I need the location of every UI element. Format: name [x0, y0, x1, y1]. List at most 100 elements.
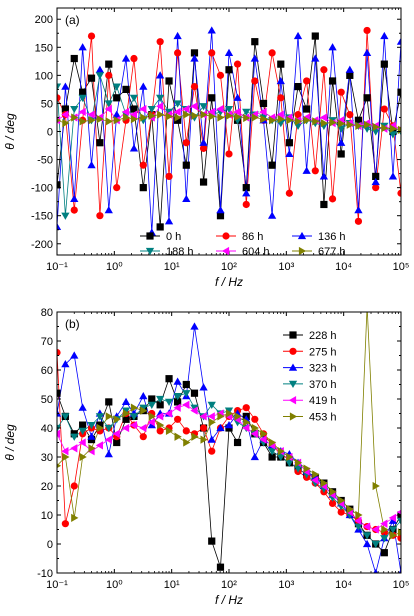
data-point-453h-33 [338, 496, 346, 505]
data-point-188h-0 [57, 83, 62, 91]
data-point-370h-35 [354, 523, 363, 531]
legend-label: 136 h [318, 231, 346, 243]
data-point-86h-37 [372, 184, 380, 192]
y-tick-label: 50 [41, 394, 53, 406]
data-point-453h-23 [251, 423, 259, 433]
data-point-323h-37 [373, 568, 379, 573]
data-point-136h-16 [190, 54, 199, 62]
data-point-453h-29 [303, 464, 311, 473]
data-point-677h-9 [130, 115, 139, 124]
data-point-453h-6 [105, 412, 113, 421]
data-point-370h-10 [139, 404, 148, 412]
data-point-228h-18 [208, 537, 216, 545]
data-point-0h-22 [242, 184, 250, 192]
data-point-0h-3 [79, 88, 87, 96]
legend-marker-419h [288, 396, 297, 405]
data-point-136h-14 [173, 31, 182, 40]
legend-marker-323h [288, 363, 298, 371]
series-line-323h [57, 326, 401, 573]
panel-a: -200 -150 -100 -50 0 50 100 150 200 10⁻¹ 10⁰ 10¹ 10²… [3, 7, 409, 289]
data-point-136h-25 [267, 211, 277, 219]
data-point-228h-21 [233, 438, 242, 447]
data-point-370h-13 [164, 398, 174, 407]
data-point-86h-19 [216, 71, 225, 79]
data-point-677h-4 [88, 116, 96, 125]
data-point-419h-30 [311, 476, 319, 485]
data-point-604h-8 [121, 107, 130, 116]
data-point-323h-36 [362, 539, 372, 548]
data-point-677h-28 [294, 117, 303, 126]
data-point-136h-26 [276, 76, 285, 85]
y-tick-label: -100 [31, 183, 53, 195]
data-point-677h-35 [355, 121, 363, 131]
data-point-677h-29 [303, 116, 311, 125]
data-point-677h-33 [338, 119, 346, 128]
y-axis-label: θ / deg [3, 113, 17, 150]
data-point-453h-7 [113, 415, 121, 424]
data-point-453h-26 [277, 447, 285, 456]
data-point-419h-5 [95, 441, 104, 450]
data-point-370h-38 [380, 535, 389, 543]
data-point-453h-3 [79, 452, 87, 462]
data-point-228h-3 [79, 421, 87, 429]
data-point-136h-0 [57, 222, 62, 231]
data-point-86h-23 [251, 77, 259, 85]
data-point-453h-27 [286, 452, 294, 462]
y-tick-label: 0 [47, 127, 53, 139]
data-point-136h-5 [95, 65, 105, 73]
data-point-453h-8 [122, 409, 131, 418]
data-point-677h-15 [183, 110, 191, 119]
data-point-604h-10 [139, 104, 147, 114]
data-point-419h-40 [396, 509, 401, 515]
legend-label: 0 h [166, 231, 181, 243]
data-point-677h-24 [260, 115, 268, 124]
data-point-419h-11 [147, 418, 155, 427]
legend-label: 677 h [318, 246, 346, 258]
data-point-323h-2 [70, 351, 79, 359]
data-point-370h-18 [207, 401, 216, 409]
data-point-604h-16 [190, 102, 198, 111]
y-tick-label: 70 [41, 336, 53, 348]
data-point-0h-0 [57, 181, 61, 189]
x-tick-label: 10² [221, 579, 237, 591]
data-point-86h-0 [57, 94, 61, 102]
legend-marker-370h [288, 380, 298, 389]
data-point-136h-21 [233, 93, 242, 101]
data-point-604h-4 [87, 110, 95, 119]
data-point-453h-35 [355, 510, 363, 520]
data-point-604h-26 [276, 110, 284, 119]
data-point-136h-18 [207, 26, 216, 34]
data-point-370h-11 [147, 401, 156, 409]
data-point-0h-29 [303, 105, 311, 113]
data-point-275h-0 [57, 349, 61, 357]
data-point-453h-20 [225, 409, 234, 418]
data-point-275h-18 [208, 447, 216, 455]
data-point-0h-24 [259, 99, 268, 108]
data-point-86h-29 [303, 77, 311, 85]
data-point-419h-12 [156, 412, 164, 421]
data-point-275h-23 [251, 415, 259, 423]
data-point-677h-5 [96, 115, 105, 124]
data-point-136h-38 [380, 31, 389, 40]
data-point-677h-31 [320, 118, 329, 128]
data-point-228h-12 [156, 401, 164, 409]
data-point-136h-29 [302, 166, 311, 174]
data-point-86h-4 [87, 32, 96, 40]
data-point-604h-19 [216, 104, 224, 114]
data-point-0h-20 [225, 66, 233, 74]
legend-marker-0h [146, 232, 154, 240]
data-point-0h-5 [96, 139, 104, 147]
data-point-323h-39 [388, 516, 398, 524]
data-point-275h-17 [199, 424, 208, 432]
data-point-419h-24 [259, 435, 267, 444]
data-point-677h-11 [148, 111, 156, 120]
data-point-86h-15 [182, 139, 190, 147]
data-point-419h-18 [207, 412, 215, 421]
data-point-0h-26 [277, 60, 285, 68]
data-point-419h-1 [61, 447, 69, 456]
y-tick-label: -50 [37, 155, 53, 167]
data-point-370h-14 [173, 392, 182, 401]
data-point-0h-30 [311, 32, 319, 40]
data-point-604h-3 [78, 107, 86, 116]
data-point-604h-9 [129, 110, 138, 119]
